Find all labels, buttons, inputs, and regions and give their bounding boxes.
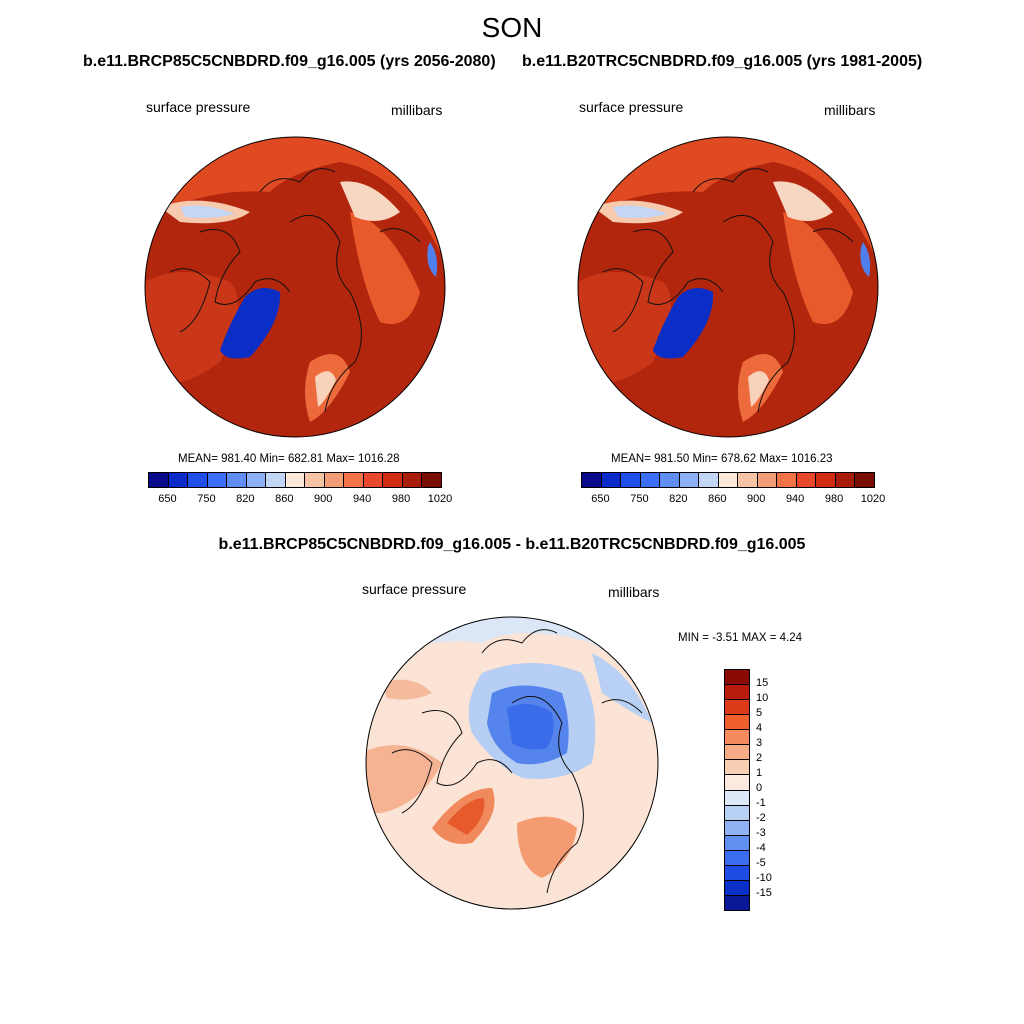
colorbar-swatch bbox=[725, 745, 749, 761]
colorbar-swatch bbox=[725, 820, 749, 836]
diff-variable-label: surface pressure bbox=[362, 581, 467, 597]
colorbar-swatch bbox=[725, 790, 749, 806]
colorbar-swatch bbox=[422, 473, 441, 487]
colorbar-tick-label: -10 bbox=[756, 872, 772, 884]
colorbar-swatch bbox=[679, 473, 700, 487]
colorbar-swatch bbox=[725, 670, 749, 686]
panel-1-stats: MEAN= 981.40 Min= 682.81 Max= 1016.28 bbox=[178, 453, 400, 465]
colorbar-swatch bbox=[725, 865, 749, 881]
colorbar-swatch bbox=[738, 473, 758, 487]
colorbar-swatch bbox=[324, 473, 345, 487]
figure-title: SON bbox=[481, 12, 543, 43]
colorbar-tick-label: 980 bbox=[391, 493, 411, 505]
colorbar-swatch bbox=[188, 473, 208, 487]
colorbar-tick-label: 900 bbox=[314, 493, 333, 505]
colorbar-swatch bbox=[725, 805, 749, 821]
colorbar-tick-label: 4 bbox=[756, 722, 763, 734]
colorbar-tick-label: -2 bbox=[756, 812, 766, 824]
colorbar-tick-label: 900 bbox=[747, 493, 766, 505]
diff-minmax: MIN = -3.51 MAX = 4.24 bbox=[678, 632, 803, 644]
colorbar-tick-label: 860 bbox=[708, 493, 727, 505]
colorbar-swatch bbox=[796, 473, 817, 487]
colorbar-swatch bbox=[363, 473, 384, 487]
panel-1-title: b.e11.BRCP85C5CNBDRD.f09_g16.005 (yrs 20… bbox=[83, 53, 496, 70]
difference-polar-map bbox=[365, 616, 659, 910]
colorbar-tick-label: -1 bbox=[756, 797, 766, 809]
colorbar-tick-label: -5 bbox=[756, 857, 766, 869]
panel-2-polar-map bbox=[577, 136, 879, 438]
colorbar-swatch bbox=[699, 473, 719, 487]
colorbar-tick-label: 1020 bbox=[427, 493, 453, 505]
colorbar-swatch bbox=[266, 473, 286, 487]
colorbar-swatch bbox=[725, 700, 749, 716]
colorbar-swatch bbox=[725, 730, 749, 746]
colorbar-tick-label: 940 bbox=[352, 493, 372, 505]
colorbar-swatch bbox=[725, 850, 749, 866]
colorbar-swatch bbox=[621, 473, 641, 487]
colorbar-swatch bbox=[640, 473, 661, 487]
colorbar-tick-label: 940 bbox=[785, 493, 805, 505]
panel-1-variable-label: surface pressure bbox=[146, 99, 251, 115]
colorbar-swatch bbox=[305, 473, 325, 487]
colorbar-swatch bbox=[344, 473, 364, 487]
panel-1-colorbar bbox=[148, 472, 442, 488]
colorbar-swatch bbox=[601, 473, 622, 487]
colorbar-tick-label: 5 bbox=[756, 707, 763, 719]
colorbar-swatch bbox=[725, 835, 749, 851]
difference-title: b.e11.BRCP85C5CNBDRD.f09_g16.005 - b.e11… bbox=[218, 536, 806, 553]
colorbar-swatch bbox=[835, 473, 856, 487]
colorbar-tick-label: 750 bbox=[630, 493, 649, 505]
colorbar-swatch bbox=[168, 473, 189, 487]
colorbar-tick-label: 1 bbox=[756, 767, 763, 779]
colorbar-swatch bbox=[725, 760, 749, 776]
colorbar-swatch bbox=[725, 715, 749, 731]
colorbar-tick-label: -4 bbox=[756, 842, 766, 854]
panel-1-polar-map bbox=[144, 136, 446, 438]
colorbar-tick-label: 3 bbox=[756, 737, 763, 749]
colorbar-tick-label: 1020 bbox=[860, 493, 886, 505]
colorbar-swatch bbox=[855, 473, 874, 487]
colorbar-tick-label: 820 bbox=[669, 493, 688, 505]
colorbar-swatch bbox=[402, 473, 423, 487]
colorbar-tick-label: -3 bbox=[756, 827, 766, 839]
colorbar-swatch bbox=[660, 473, 680, 487]
colorbar-tick-label: 980 bbox=[824, 493, 844, 505]
colorbar-tick-label: 860 bbox=[275, 493, 294, 505]
panel-2-title: b.e11.B20TRC5CNBDRD.f09_g16.005 (yrs 198… bbox=[522, 53, 923, 70]
panel-2-units-label: millibars bbox=[824, 102, 876, 118]
colorbar-swatch bbox=[246, 473, 267, 487]
colorbar-tick-label: 15 bbox=[756, 677, 769, 689]
colorbar-swatch bbox=[816, 473, 836, 487]
colorbar-tick-label: 10 bbox=[756, 692, 769, 704]
colorbar-swatch bbox=[207, 473, 228, 487]
panel-2-colorbar bbox=[581, 472, 875, 488]
diff-colorbar bbox=[724, 669, 750, 911]
panel-2-stats: MEAN= 981.50 Min= 678.62 Max= 1016.23 bbox=[611, 453, 833, 465]
colorbar-tick-label: 2 bbox=[756, 752, 763, 764]
colorbar-tick-label: 650 bbox=[158, 493, 177, 505]
colorbar-swatch bbox=[285, 473, 306, 487]
colorbar-tick-label: 650 bbox=[591, 493, 610, 505]
colorbar-swatch bbox=[725, 880, 749, 896]
colorbar-tick-label: 820 bbox=[236, 493, 255, 505]
colorbar-tick-label: 0 bbox=[756, 782, 763, 794]
diff-units-label: millibars bbox=[608, 584, 660, 600]
colorbar-tick-label: -15 bbox=[756, 887, 772, 899]
panel-2-variable-label: surface pressure bbox=[579, 99, 684, 115]
colorbar-swatch bbox=[725, 775, 749, 791]
colorbar-swatch bbox=[383, 473, 403, 487]
colorbar-swatch bbox=[718, 473, 739, 487]
colorbar-tick-label: 750 bbox=[197, 493, 216, 505]
colorbar-swatch bbox=[582, 473, 602, 487]
colorbar-swatch bbox=[725, 685, 749, 701]
colorbar-swatch bbox=[777, 473, 797, 487]
colorbar-swatch bbox=[725, 895, 749, 910]
colorbar-swatch bbox=[757, 473, 778, 487]
colorbar-swatch bbox=[149, 473, 169, 487]
colorbar-swatch bbox=[227, 473, 247, 487]
panel-1-units-label: millibars bbox=[391, 102, 443, 118]
